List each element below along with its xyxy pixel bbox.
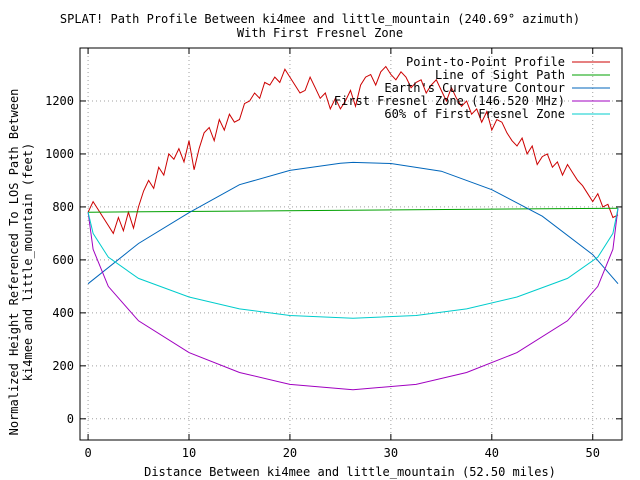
series-line-4 bbox=[87, 208, 619, 319]
y-tick-label: 1200 bbox=[45, 94, 74, 108]
chart-subtitle: With First Fresnel Zone bbox=[237, 26, 403, 40]
axis-ticks: 0 10 20 30 40 50 0 200 400 600 800 1000 1200 bbox=[45, 48, 622, 460]
x-tick-label: 40 bbox=[485, 446, 499, 460]
series-line-0 bbox=[87, 65, 619, 235]
x-tick-label: 0 bbox=[84, 446, 91, 460]
y-axis-label-line2: ki4mee and little_mountain (feet) bbox=[21, 143, 35, 381]
series-layer bbox=[87, 65, 619, 391]
plot-frame bbox=[79, 47, 623, 441]
legend-label: Point-to-Point Profile bbox=[406, 55, 565, 69]
series-line-1 bbox=[88, 207, 619, 213]
y-tick-label: 0 bbox=[67, 412, 74, 426]
y-tick-label: 1000 bbox=[45, 147, 74, 161]
x-tick-label: 30 bbox=[384, 446, 398, 460]
legend-label: Line of Sight Path bbox=[435, 68, 565, 82]
chart-title: SPLAT! Path Profile Between ki4mee and l… bbox=[60, 12, 580, 26]
x-tick-label: 50 bbox=[586, 446, 600, 460]
x-tick-label: 10 bbox=[182, 446, 196, 460]
y-tick-label: 600 bbox=[52, 253, 74, 267]
legend-label: First Fresnel Zone (146.520 MHz) bbox=[334, 94, 565, 108]
y-tick-label: 400 bbox=[52, 306, 74, 320]
y-axis-label-line1: Normalized Height Referenced To LOS Path… bbox=[7, 89, 21, 436]
legend-label: Earth's Curvature Contour bbox=[384, 81, 565, 95]
grid bbox=[80, 48, 622, 440]
x-tick-label: 20 bbox=[283, 446, 297, 460]
legend-label: 60% of First Fresnel Zone bbox=[384, 107, 565, 121]
series-line-2 bbox=[87, 161, 619, 285]
series-line-3 bbox=[87, 208, 619, 391]
x-axis-label: Distance Between ki4mee and little_mount… bbox=[144, 465, 556, 479]
y-tick-label: 200 bbox=[52, 359, 74, 373]
y-tick-label: 800 bbox=[52, 200, 74, 214]
